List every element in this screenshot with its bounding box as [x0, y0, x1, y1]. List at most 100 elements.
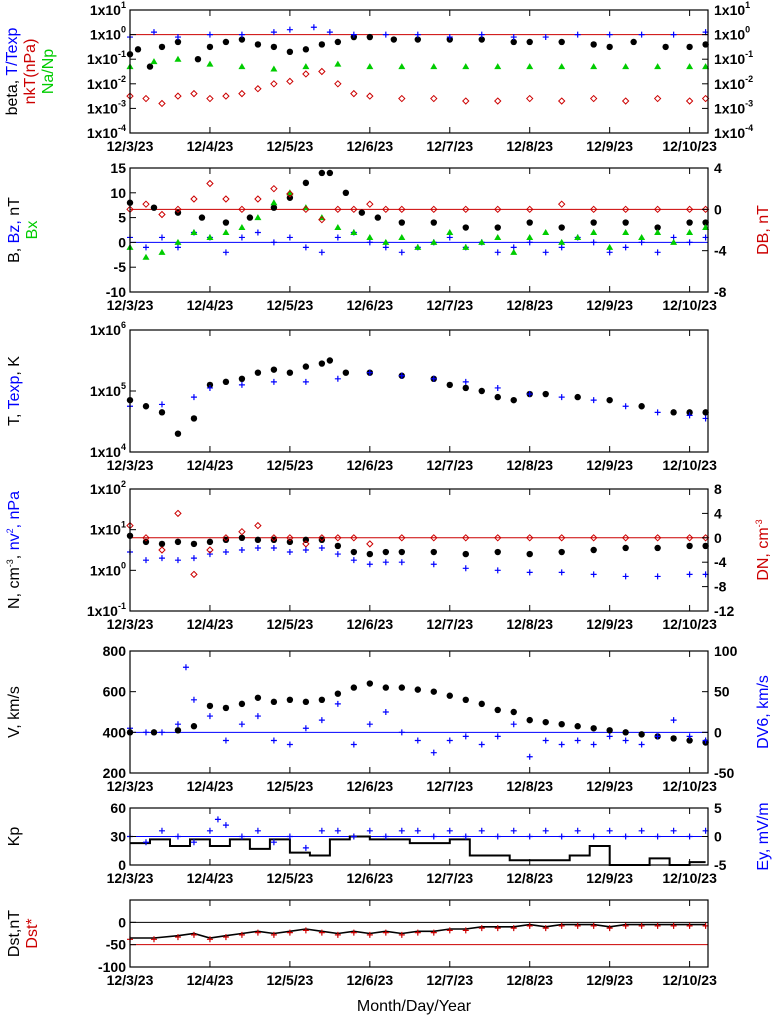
y-tick-label: 1x102: [90, 479, 126, 497]
data-point: [206, 43, 214, 51]
series-t: [126, 357, 709, 437]
x-axis-title: Month/Day/Year: [357, 998, 472, 1015]
data-point: [286, 741, 293, 748]
data-point: [222, 378, 230, 386]
data-point: [214, 816, 221, 823]
y-tick-label: 1x10-1: [87, 601, 126, 619]
data-point: [686, 409, 693, 416]
x-tick-label: 12/10/23: [662, 138, 717, 154]
y-tick-label: 0: [714, 829, 722, 845]
data-point: [158, 555, 165, 562]
series-dst: [130, 923, 706, 939]
data-point: [542, 249, 549, 256]
data-point: [630, 38, 637, 46]
x-tick-label: 12/5/23: [267, 870, 314, 886]
data-point: [302, 547, 309, 553]
data-point: [302, 725, 309, 732]
data-point: [430, 688, 437, 695]
x-tick-label: 12/9/23: [586, 616, 633, 632]
data-point: [526, 716, 533, 724]
data-point: [302, 540, 310, 548]
y-tick-label: 1x10-3: [87, 98, 126, 116]
data-point: [622, 219, 629, 226]
data-point: [382, 244, 389, 251]
data-point: [462, 927, 469, 934]
data-point: [238, 36, 246, 43]
data-point: [590, 228, 598, 235]
data-point: [206, 381, 214, 389]
data-point: [350, 833, 357, 840]
data-point: [526, 534, 534, 542]
panel-Kp: 12/3/23 12/4/23 12/5/23 12/6/23 12/7/23 12/8/…: [6, 800, 772, 886]
data-point: [590, 546, 597, 554]
data-point: [686, 219, 693, 226]
x-tick-label: 12/5/23: [267, 297, 314, 313]
x-tick-label: 12/8/23: [506, 778, 553, 794]
data-point: [494, 249, 501, 256]
data-point: [414, 686, 422, 693]
data-point: [366, 200, 374, 208]
data-point: [334, 38, 342, 46]
data-point: [494, 233, 502, 240]
data-point: [622, 729, 629, 736]
data-point: [286, 538, 294, 546]
y-tick-label: 1x10-4: [87, 123, 126, 141]
data-point: [238, 205, 246, 214]
data-point: [558, 548, 565, 556]
data-point: [318, 534, 326, 542]
data-point: [254, 41, 262, 48]
data-point: [494, 384, 501, 391]
data-point: [286, 194, 294, 201]
data-point: [158, 540, 166, 548]
data-point: [398, 534, 406, 542]
x-tick-label: 12/4/23: [187, 870, 234, 886]
data-point: [574, 31, 581, 38]
data-point: [654, 409, 661, 416]
plot-frame: [129, 899, 709, 968]
data-point: [366, 550, 374, 558]
data-point: [150, 204, 158, 211]
data-point: [198, 214, 206, 221]
data-point: [430, 238, 438, 245]
data-point: [542, 228, 550, 235]
data-point: [686, 43, 693, 51]
data-point: [382, 559, 389, 566]
data-point: [190, 415, 198, 422]
data-point: [190, 839, 197, 846]
data-point: [654, 833, 661, 840]
x-tick-label: 12/7/23: [426, 457, 473, 473]
y-axis-label: Dst*: [24, 918, 41, 948]
y-tick-label: 1x10-2: [714, 74, 753, 92]
data-point: [270, 184, 278, 193]
data-point: [334, 931, 341, 938]
data-point: [254, 195, 262, 203]
series-ey: [127, 816, 709, 851]
y-tick-label: 15: [110, 160, 126, 176]
data-point: [462, 565, 469, 572]
series-na-np: [126, 55, 710, 72]
panel-N: 12/3/23 12/4/23 12/5/23 12/6/23 12/7/23 12/8/…: [5, 479, 772, 632]
data-point: [390, 36, 398, 43]
data-point: [206, 179, 214, 188]
data-point: [334, 542, 342, 550]
series-n: [126, 532, 709, 558]
data-point: [350, 929, 357, 936]
x-tick-label: 12/5/23: [267, 457, 314, 473]
data-point: [557, 534, 566, 542]
data-point: [158, 401, 165, 408]
data-point: [589, 205, 598, 214]
series-dst-: [127, 922, 709, 943]
y-tick-label: 10: [110, 185, 126, 201]
data-point: [270, 199, 278, 206]
data-point: [350, 557, 357, 564]
data-point: [270, 43, 278, 51]
data-point: [670, 735, 677, 742]
data-point: [686, 733, 693, 740]
data-point: [366, 827, 373, 834]
plot-frame: [129, 329, 709, 453]
data-point: [350, 741, 357, 748]
data-point: [526, 205, 534, 214]
data-point: [190, 696, 197, 703]
data-point: [494, 706, 501, 714]
data-point: [302, 363, 310, 370]
